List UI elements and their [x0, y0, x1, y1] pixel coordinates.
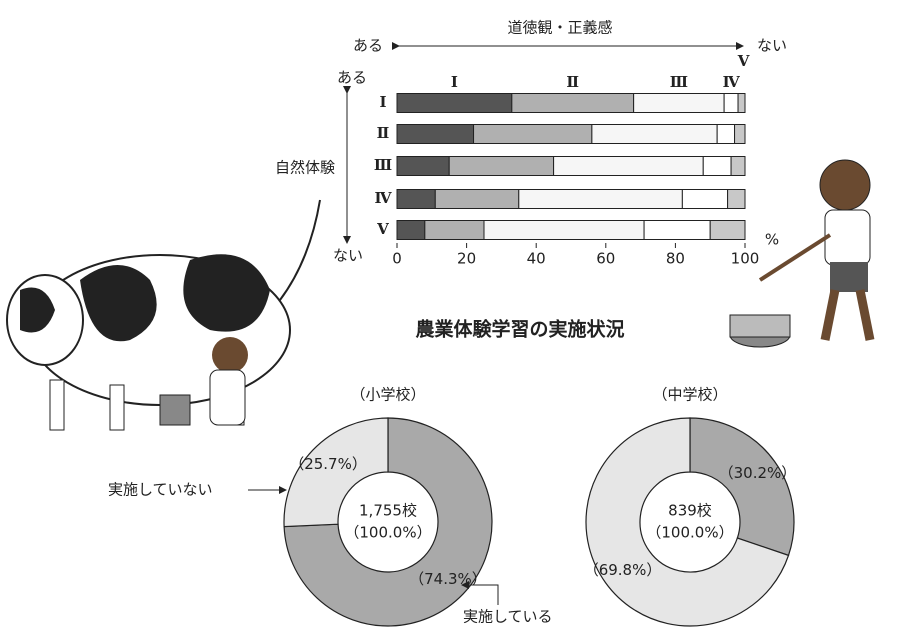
slice-label: （30.2%）: [719, 464, 797, 482]
bar-segment: [738, 94, 745, 113]
bar-segment: [682, 190, 727, 209]
center-label: （100.0%）: [344, 524, 431, 542]
x-tick-label: 100: [731, 250, 760, 268]
bar-segment: [449, 157, 553, 176]
bar-segment: [710, 221, 745, 240]
bar-segment: [397, 221, 425, 240]
x-unit: %: [765, 231, 779, 249]
bar-segment: [397, 157, 449, 176]
callout-label: 実施していない: [108, 481, 213, 499]
slice-label: （25.7%）: [289, 455, 367, 473]
figure: 道徳観・正義感 ある ない ある ない 自然体験 % 農業体験学習の実施状況 0…: [0, 0, 905, 629]
section-heading: 農業体験学習の実施状況: [415, 318, 624, 341]
x-end-label: ない: [757, 37, 787, 55]
row-label: Ⅲ: [374, 156, 392, 174]
bar-segment: [484, 221, 644, 240]
bar-segment: [512, 94, 634, 113]
donut-title: （中学校）: [652, 386, 727, 404]
slice-label: （69.8%）: [584, 561, 662, 579]
x-tick-label: 80: [666, 250, 685, 268]
series-label: Ⅴ: [737, 52, 750, 70]
y-start-label: ある: [337, 69, 367, 87]
x-tick-label: 40: [527, 250, 546, 268]
bar-segment: [735, 125, 745, 144]
bar-segment: [717, 125, 734, 144]
bar-segment: [397, 125, 474, 144]
y-end-label: ない: [333, 247, 363, 265]
series-label: Ⅲ: [670, 73, 688, 91]
bar-segment: [592, 125, 717, 144]
x-axis-title: 道徳観・正義感: [507, 19, 612, 37]
bar-segment: [425, 221, 484, 240]
row-label: Ⅱ: [377, 124, 390, 142]
cow-illustration: [7, 200, 320, 430]
bar-segment: [644, 221, 710, 240]
bar-segment: [703, 157, 731, 176]
series-label: Ⅳ: [723, 73, 741, 91]
page: {"heading": "農業体験学習の実施状況", "chart_data":…: [0, 0, 905, 629]
row-label: Ⅴ: [376, 220, 389, 238]
bar-segment: [724, 94, 738, 113]
bar-segment: [634, 94, 724, 113]
x-tick-label: 60: [596, 250, 615, 268]
bar-segment: [397, 94, 512, 113]
bar-segment: [474, 125, 592, 144]
bar-segment: [731, 157, 745, 176]
bar-segment: [519, 190, 683, 209]
donut-title: （小学校）: [350, 386, 425, 404]
series-label: Ⅱ: [566, 73, 579, 91]
series-label: Ⅰ: [451, 73, 458, 91]
bar-segment: [435, 190, 519, 209]
bar-segment: [728, 190, 745, 209]
bar-segment: [554, 157, 704, 176]
x-tick-label: 20: [457, 250, 476, 268]
row-label: Ⅰ: [379, 93, 386, 111]
center-label: （100.0%）: [646, 524, 733, 542]
x-tick-label: 0: [392, 250, 402, 268]
callout-label: 実施している: [463, 608, 553, 626]
center-label: 1,755校: [359, 502, 417, 520]
x-start-label: ある: [353, 37, 383, 55]
y-axis-title: 自然体験: [275, 159, 335, 177]
bar-segment: [397, 190, 435, 209]
row-label: Ⅳ: [374, 189, 392, 207]
center-label: 839校: [668, 502, 712, 520]
